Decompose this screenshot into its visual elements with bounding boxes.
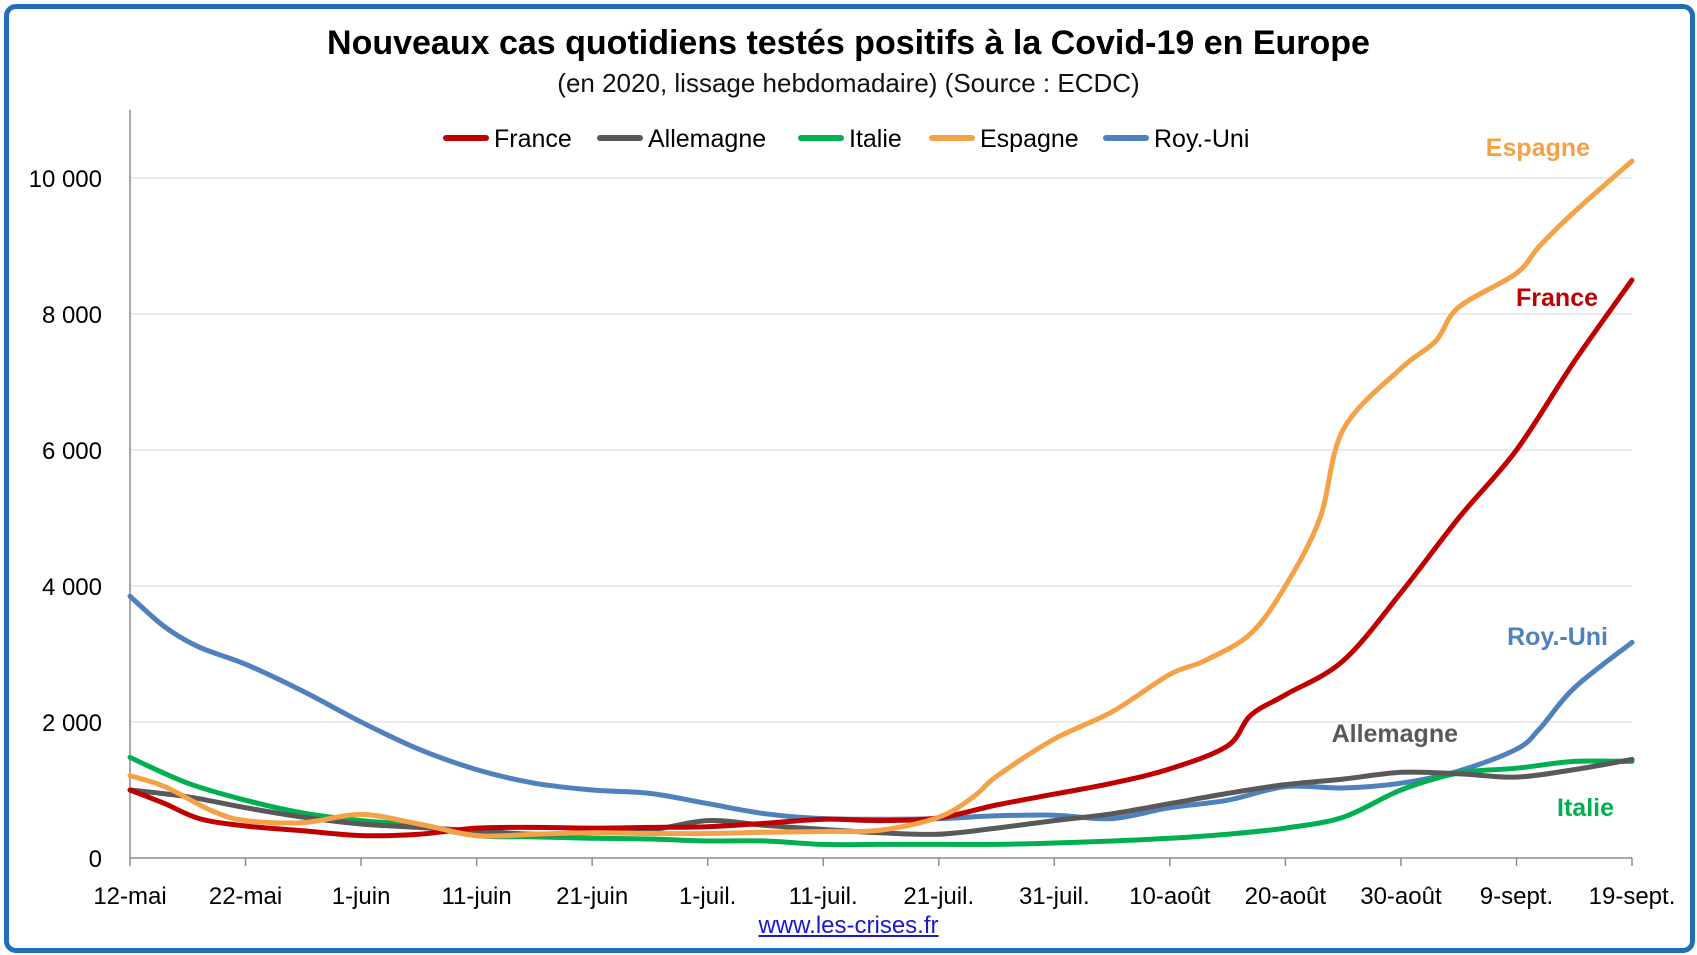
- series-line-france: [127, 277, 1635, 839]
- end-label: Allemagne: [1332, 720, 1459, 748]
- x-tick-label: 21-juil.: [903, 883, 974, 910]
- y-tick-label: 0: [89, 846, 102, 873]
- x-tick-label: 12-mai: [93, 883, 166, 910]
- chart-title: Nouveaux cas quotidiens testés positifs …: [327, 24, 1370, 62]
- x-tick-label: 19-sept.: [1589, 883, 1676, 910]
- source-link[interactable]: www.les-crises.fr: [758, 912, 939, 939]
- legend-label: Espagne: [980, 125, 1079, 153]
- x-tick-label: 11-juin: [441, 883, 511, 910]
- chart-frame: [4, 4, 1695, 953]
- legend-label: Allemagne: [648, 125, 766, 153]
- x-tick-label: 1-juil.: [679, 883, 736, 910]
- chart-subtitle: (en 2020, lissage hebdomadaire) (Source …: [557, 68, 1140, 98]
- x-tick-label: 22-mai: [209, 883, 282, 910]
- y-tick-label: 2 000: [42, 710, 102, 737]
- y-tick-label: 10 000: [29, 166, 102, 193]
- legend-label: France: [494, 125, 572, 153]
- x-tick-label: 11-juil.: [789, 883, 858, 910]
- series-line-allemagne: [127, 756, 1635, 837]
- x-tick-label: 1-juin: [332, 883, 391, 910]
- x-tick-label: 9-sept.: [1480, 883, 1553, 910]
- end-label: Italie: [1557, 794, 1614, 822]
- legend-label: Italie: [849, 125, 902, 153]
- y-tick-label: 4 000: [42, 574, 102, 601]
- end-label: Espagne: [1486, 134, 1590, 162]
- end-label: France: [1516, 284, 1598, 312]
- x-tick-label: 10-août: [1129, 883, 1211, 910]
- x-tick-label: 31-juil.: [1019, 883, 1090, 910]
- end-label: Roy.-Uni: [1507, 623, 1608, 651]
- x-tick-label: 20-août: [1245, 883, 1327, 910]
- x-tick-label: 21-juin: [556, 883, 628, 910]
- x-tick-label: 30-août: [1360, 883, 1442, 910]
- y-tick-label: 6 000: [42, 438, 102, 465]
- y-tick-label: 8 000: [42, 302, 102, 329]
- series-line-italie: [127, 754, 1635, 848]
- source-footer: www.les-crises.fr: [0, 912, 1697, 940]
- series-line-espagne: [127, 158, 1635, 839]
- legend-label: Roy.-Uni: [1154, 125, 1249, 153]
